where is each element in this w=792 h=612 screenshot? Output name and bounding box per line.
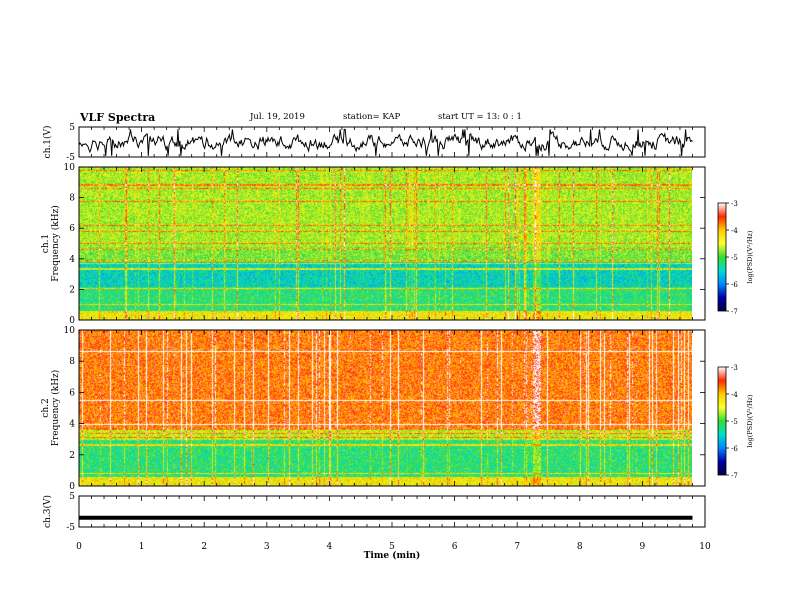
colorbar-tick-label: -3 xyxy=(731,364,738,372)
colorbar-tick-label: -5 xyxy=(731,254,738,262)
x-axis-label: Time (min) xyxy=(364,550,421,561)
colorbar-label-ch1: log(PSD)(V²/Hz) xyxy=(746,230,754,283)
ch1-waveform xyxy=(78,128,693,156)
spectrogram-ch1 xyxy=(79,167,692,320)
y-tick-label: 8 xyxy=(69,357,75,367)
y-tick-label: 2 xyxy=(69,285,75,295)
y-axis-label-2-b: Frequency (kHz) xyxy=(50,205,61,282)
colorbar-label-ch2: log(PSD)(V²/Hz) xyxy=(746,394,754,447)
station-label: station= KAP xyxy=(343,112,401,122)
y-axis-label-3-b: Frequency (kHz) xyxy=(50,370,61,447)
colorbar-tick-label: -4 xyxy=(731,391,738,399)
y-tick-label: 6 xyxy=(69,388,75,398)
start-time-label: start UT = 13: 0 : 1 xyxy=(438,112,522,122)
y-tick-label: 10 xyxy=(64,326,76,336)
panels-group xyxy=(78,128,693,520)
y-tick-label: 5 xyxy=(69,492,75,502)
x-tick-label: 3 xyxy=(264,542,270,552)
y-axis-label-1: ch.1(V) xyxy=(42,126,53,159)
x-tick-label: 0 xyxy=(76,542,82,552)
y-tick-label: 0 xyxy=(69,482,75,492)
y-tick-label: -5 xyxy=(66,153,75,163)
colorbar-tick-label: -7 xyxy=(731,472,738,480)
colorbar-tick-label: -6 xyxy=(731,445,738,453)
x-tick-label: 8 xyxy=(577,542,583,552)
spectrogram-ch2 xyxy=(79,330,692,486)
x-tick-label: 4 xyxy=(327,542,333,552)
x-tick-label: 1 xyxy=(139,542,145,552)
date-label: Jul. 19, 2019 xyxy=(250,112,305,122)
colorbar-tick-label: -7 xyxy=(731,308,738,316)
colorbar-tick-label: -4 xyxy=(731,227,738,235)
y-tick-label: 4 xyxy=(69,255,75,265)
colorbar-ch2 xyxy=(717,366,727,476)
colorbar-tick-label: -3 xyxy=(731,200,738,208)
y-tick-label: 10 xyxy=(64,163,76,173)
colorbar-ch1 xyxy=(717,202,727,312)
y-tick-label: 0 xyxy=(69,316,75,326)
y-tick-label: 6 xyxy=(69,224,75,234)
y-tick-label: 2 xyxy=(69,451,75,461)
y-tick-label: -5 xyxy=(66,523,75,533)
x-tick-label: 2 xyxy=(201,542,207,552)
y-axis-label-2-a: ch.1 xyxy=(41,234,51,253)
y-axis-label-4: ch.3(V) xyxy=(42,495,53,528)
y-tick-label: 5 xyxy=(69,123,75,133)
colorbar-tick-label: -5 xyxy=(731,418,738,426)
y-axis-label-3-a: ch.2 xyxy=(41,398,51,417)
colorbar-tick-label: -6 xyxy=(731,281,738,289)
x-tick-label: 6 xyxy=(452,542,458,552)
x-tick-label: 10 xyxy=(699,542,711,552)
x-tick-label: 5 xyxy=(389,542,395,552)
y-tick-label: 8 xyxy=(69,194,75,204)
x-tick-label: 7 xyxy=(514,542,520,552)
y-tick-label: 4 xyxy=(69,420,75,430)
x-tick-label: 9 xyxy=(640,542,646,552)
chart-title: VLF Spectra xyxy=(80,111,156,124)
